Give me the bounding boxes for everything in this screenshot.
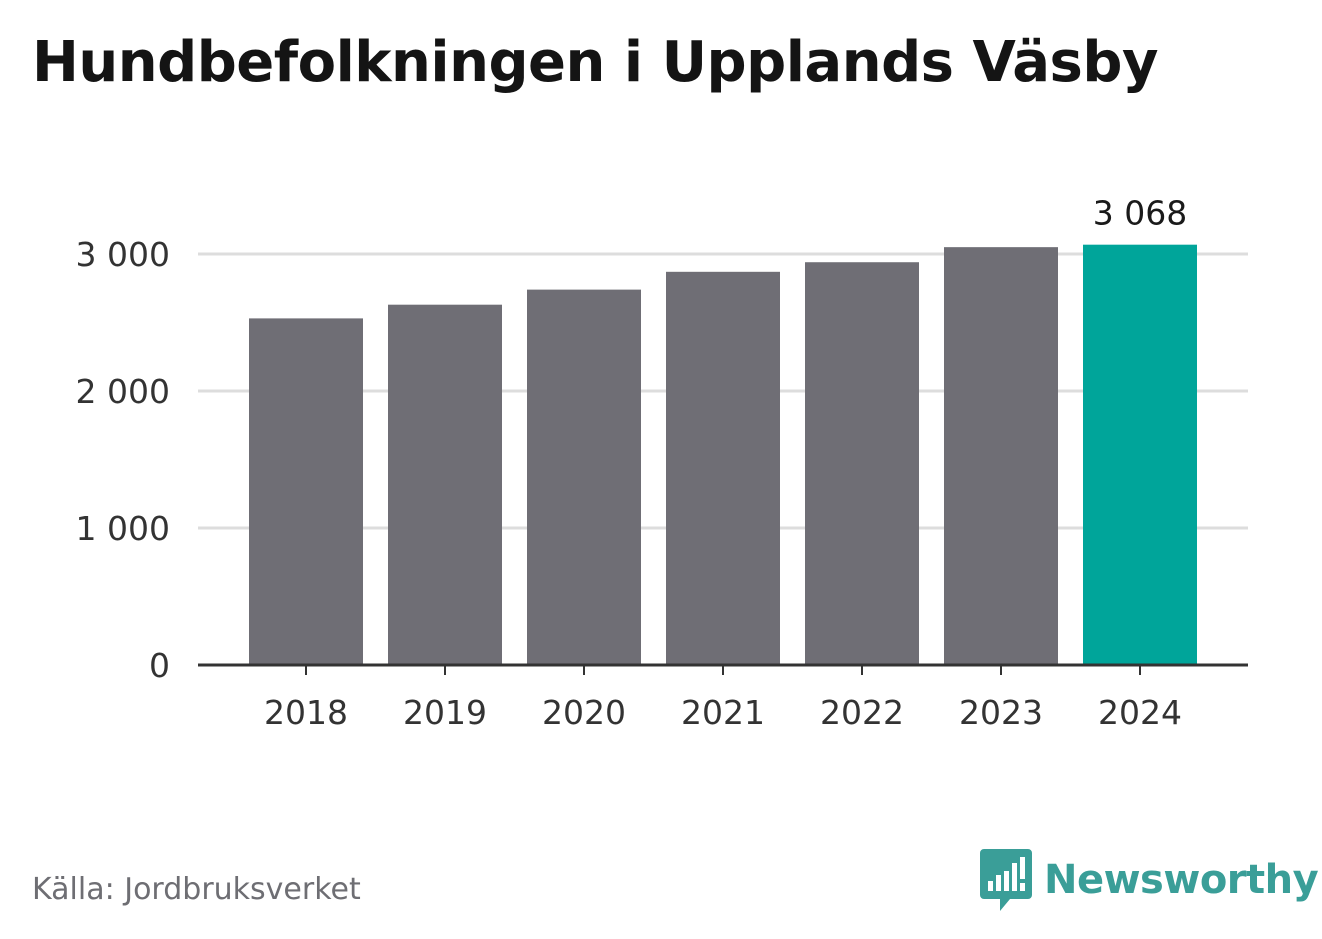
data-labels: 3 068 bbox=[1093, 194, 1187, 233]
bars bbox=[249, 244, 1197, 665]
brand-name: Newsworthy bbox=[1044, 857, 1319, 903]
bar-2018 bbox=[249, 318, 363, 665]
source-note: Källa: Jordbruksverket bbox=[32, 872, 361, 907]
y-tick-label: 1 000 bbox=[76, 509, 170, 548]
x-tick-label: 2020 bbox=[542, 693, 626, 732]
newsworthy-brand: Newsworthy bbox=[980, 848, 1319, 912]
bar-2023 bbox=[944, 247, 1058, 665]
x-tick-label: 2019 bbox=[403, 693, 487, 732]
y-tick-label: 3 000 bbox=[76, 235, 170, 274]
x-tick-label: 2023 bbox=[959, 693, 1043, 732]
bar-2020 bbox=[527, 289, 641, 665]
x-tick-label: 2022 bbox=[820, 693, 904, 732]
bar-2022 bbox=[805, 262, 919, 665]
bar-2019 bbox=[388, 304, 502, 665]
chart-title: Hundbefolkningen i Upplands Väsby bbox=[32, 30, 1158, 95]
x-tick-label: 2024 bbox=[1098, 693, 1182, 732]
y-axis: 0 1 000 2 000 3 000 bbox=[76, 235, 170, 685]
y-tick-label: 0 bbox=[149, 646, 170, 685]
x-axis: 2018 2019 2020 2021 2022 2023 2024 bbox=[198, 663, 1248, 732]
y-tick-label: 2 000 bbox=[76, 372, 170, 411]
bar-2024 bbox=[1083, 244, 1197, 665]
newsworthy-logo-icon bbox=[980, 849, 1032, 911]
data-label: 3 068 bbox=[1093, 194, 1187, 233]
x-tick-label: 2021 bbox=[681, 693, 765, 732]
x-tick-label: 2018 bbox=[264, 693, 348, 732]
bar-2021 bbox=[666, 271, 780, 665]
